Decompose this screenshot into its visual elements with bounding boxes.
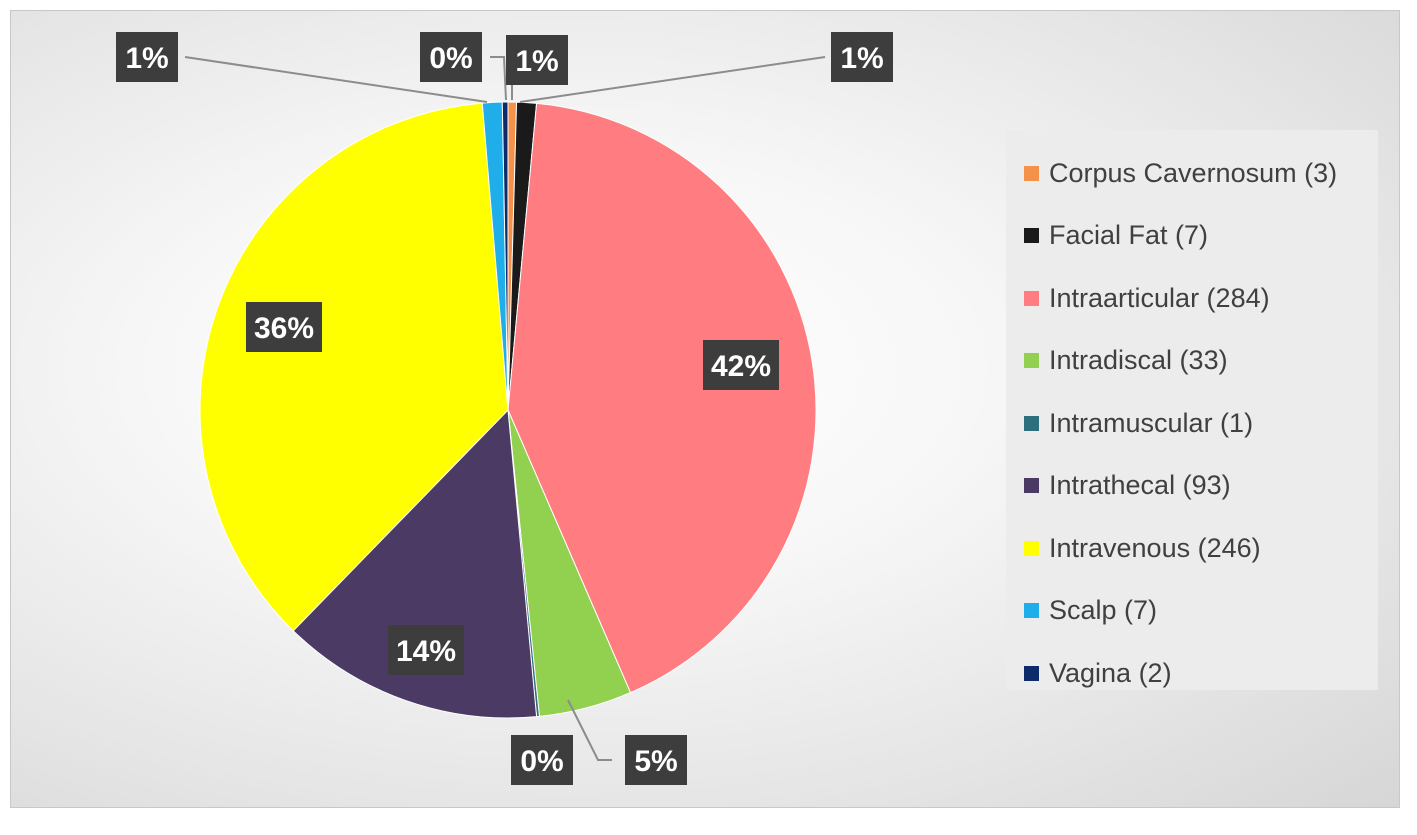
data-label: 0%: [420, 32, 482, 82]
leader-line: [490, 56, 507, 101]
pie-slice-intravenous: [199, 102, 509, 632]
legend-swatch: [1024, 228, 1039, 244]
legend-swatch: [1024, 665, 1039, 681]
leader-line: [567, 699, 612, 761]
data-label-text: 14%: [396, 635, 456, 668]
data-label-box: [625, 735, 687, 785]
legend-label: Intravenous (246): [1049, 532, 1261, 563]
legend-swatch: [1024, 603, 1039, 619]
data-label-text: 0%: [520, 745, 563, 778]
legend-item: Corpus Cavernosum (3): [1006, 142, 1378, 205]
data-label: 42%: [703, 340, 779, 390]
data-label-text: 1%: [840, 42, 883, 75]
legend-swatch: [1024, 478, 1039, 494]
data-label: 1%: [116, 32, 178, 82]
legend-swatch: [1024, 415, 1039, 431]
leader-line: [519, 56, 826, 103]
legend-label: Vagina (2): [1049, 657, 1172, 688]
data-label-text: 1%: [515, 45, 558, 78]
leader-line: [184, 56, 488, 103]
legend-item: Vagina (2): [1006, 642, 1378, 705]
pie-slice-intrathecal: [292, 408, 538, 719]
data-label-text: 1%: [125, 42, 168, 75]
legend-label: Intraarticular (284): [1049, 282, 1270, 313]
data-label-box: [831, 32, 893, 82]
data-label: 0%: [511, 735, 573, 785]
legend-item: Intradiscal (33): [1006, 330, 1378, 393]
data-label-box: [506, 35, 568, 85]
data-label-text: 42%: [711, 350, 771, 383]
legend-label: Facial Fat (7): [1049, 220, 1209, 251]
data-label-box: [511, 735, 573, 785]
legend-label: Intradiscal (33): [1049, 345, 1228, 376]
legend-item: Scalp (7): [1006, 580, 1378, 643]
data-label-box: [388, 625, 464, 675]
legend-item: Intramuscular (1): [1006, 392, 1378, 455]
data-label: 5%: [625, 735, 687, 785]
legend-item: Intrathecal (93): [1006, 455, 1378, 518]
legend-swatch: [1024, 353, 1039, 369]
data-label: 1%: [506, 35, 568, 85]
data-label-box: [116, 32, 178, 82]
data-label-text: 0%: [429, 42, 472, 75]
data-label: 14%: [388, 625, 464, 675]
legend-label: Corpus Cavernosum (3): [1049, 157, 1338, 188]
chart-legend: Corpus Cavernosum (3) Facial Fat (7) Intra…: [1006, 130, 1378, 690]
legend-swatch: [1024, 290, 1039, 306]
legend-swatch: [1024, 540, 1039, 556]
legend-label: Scalp (7): [1049, 595, 1158, 626]
legend-label: Intramuscular (1): [1049, 407, 1254, 438]
data-label: 1%: [831, 32, 893, 82]
legend-item: Intraarticular (284): [1006, 267, 1378, 330]
data-label-box: [703, 340, 779, 390]
pie-slice-vagina: [501, 101, 509, 411]
data-label-text: 5%: [634, 745, 677, 778]
legend-item: Intravenous (246): [1006, 517, 1378, 580]
data-label-box: [420, 32, 482, 82]
legend-swatch: [1024, 165, 1039, 181]
data-label-text: 36%: [254, 312, 314, 345]
legend-label: Intrathecal (93): [1049, 470, 1231, 501]
data-label-box: [246, 302, 322, 352]
data-label: 36%: [246, 302, 322, 352]
pie-slice-intraarticular: [507, 102, 817, 694]
legend-item: Facial Fat (7): [1006, 205, 1378, 268]
